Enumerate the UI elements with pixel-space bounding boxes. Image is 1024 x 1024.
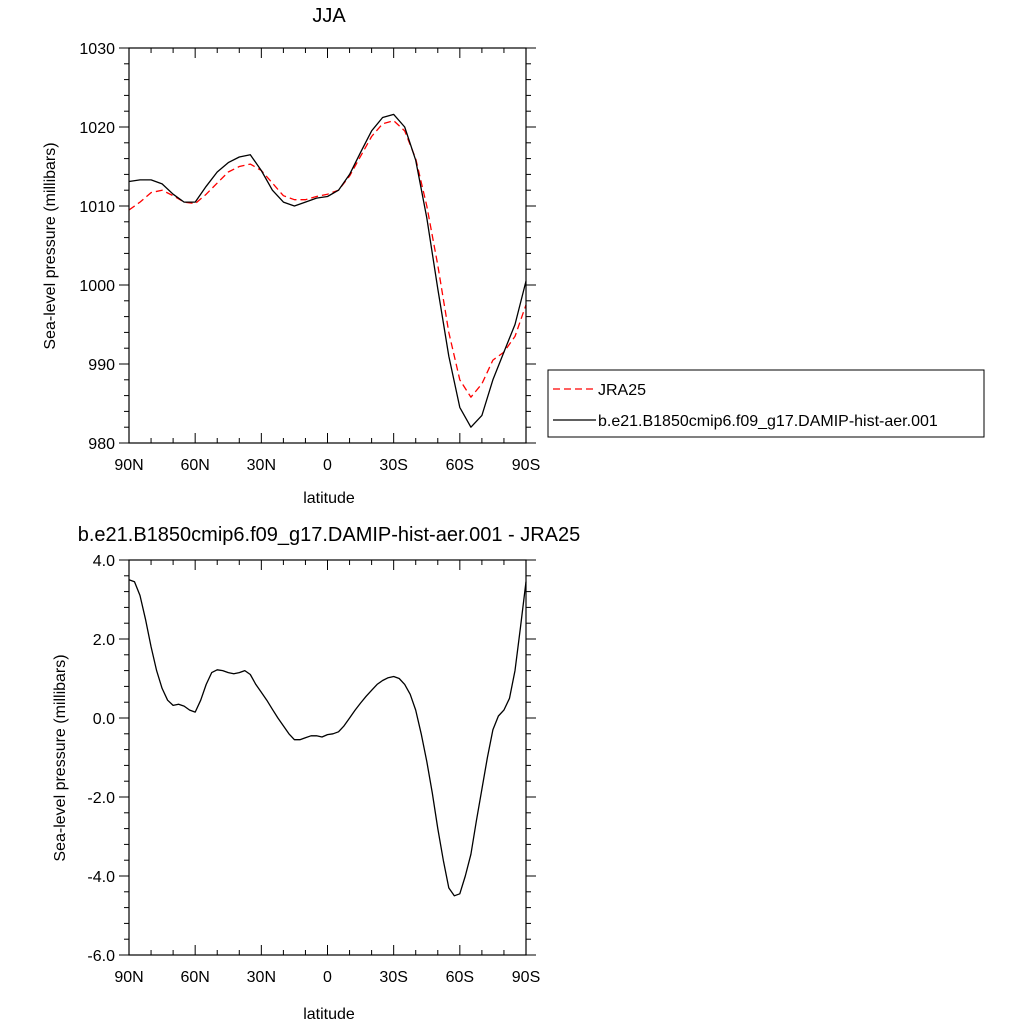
chart-title: b.e21.B1850cmip6.f09_g17.DAMIP-hist-aer.… — [78, 524, 581, 546]
x-tick-label: 30S — [379, 457, 407, 474]
axis-ticks: 90N 60N 30N 0 30S 60S 90S 980 990 1000 1010 1020 103… — [79, 41, 540, 474]
chart-title: JJA — [312, 5, 346, 27]
legend-box — [547, 369, 985, 438]
y-tick-label: 2.0 — [93, 632, 115, 649]
y-tick-label: 1030 — [79, 41, 115, 58]
x-tick-label: 60S — [446, 457, 474, 474]
x-tick-label: 60S — [446, 969, 474, 986]
x-tick-label: 90S — [512, 969, 540, 986]
x-tick-label: 0 — [323, 969, 332, 986]
legend-label-model: b.e21.B1850cmip6.f09_g17.DAMIP-hist-aer.… — [598, 413, 938, 430]
y-tick-label: -2.0 — [87, 790, 115, 807]
y-tick-label: 4.0 — [93, 553, 115, 570]
y-tick-label: -6.0 — [87, 948, 115, 965]
x-axis-label: latitude — [303, 1006, 355, 1023]
y-tick-label: -4.0 — [87, 869, 115, 886]
plot-lines — [128, 113, 527, 428]
y-tick-label: 980 — [88, 436, 115, 453]
x-tick-label: 90N — [114, 457, 143, 474]
y-axis-label: Sea-level pressure (millibars) — [52, 654, 69, 861]
plot-frame — [128, 559, 527, 956]
plot-lines — [128, 579, 527, 897]
x-tick-label: 30S — [379, 969, 407, 986]
x-tick-label: 30N — [247, 457, 276, 474]
x-tick-label: 90N — [114, 969, 143, 986]
series-line-jra25 — [128, 120, 527, 398]
y-tick-label: 0.0 — [93, 711, 115, 728]
x-tick-label: 60N — [180, 969, 209, 986]
x-axis-label: latitude — [303, 490, 355, 507]
x-tick-label: 90S — [512, 457, 540, 474]
series-line-difference — [128, 579, 527, 897]
legend-label-jra25: JRA25 — [598, 382, 646, 399]
y-tick-label: 1010 — [79, 199, 115, 216]
y-tick-label: 990 — [88, 357, 115, 374]
series-line-b-e21-b1850cmip6-f09-g17-damip-hist-aer-001 — [128, 113, 527, 428]
panel-bottom: b.e21.B1850cmip6.f09_g17.DAMIP-hist-aer.… — [52, 524, 580, 1023]
x-tick-label: 30N — [247, 969, 276, 986]
y-tick-label: 1000 — [79, 278, 115, 295]
x-tick-label: 0 — [323, 457, 332, 474]
panel-top: JJA latitude Sea-level pressure (milliba… — [42, 5, 985, 507]
axis-ticks: 90N 60N 30N 0 30S 60S 90S -6.0 -4.0 -2.0 0.0 2.0 4.0 — [87, 553, 540, 986]
y-axis-label: Sea-level pressure (millibars) — [42, 142, 59, 349]
legend: JRA25 b.e21.B1850cmip6.f09_g17.DAMIP-his… — [547, 369, 985, 438]
x-tick-label: 60N — [180, 457, 209, 474]
y-tick-label: 1020 — [79, 120, 115, 137]
plot-frame — [128, 47, 527, 444]
